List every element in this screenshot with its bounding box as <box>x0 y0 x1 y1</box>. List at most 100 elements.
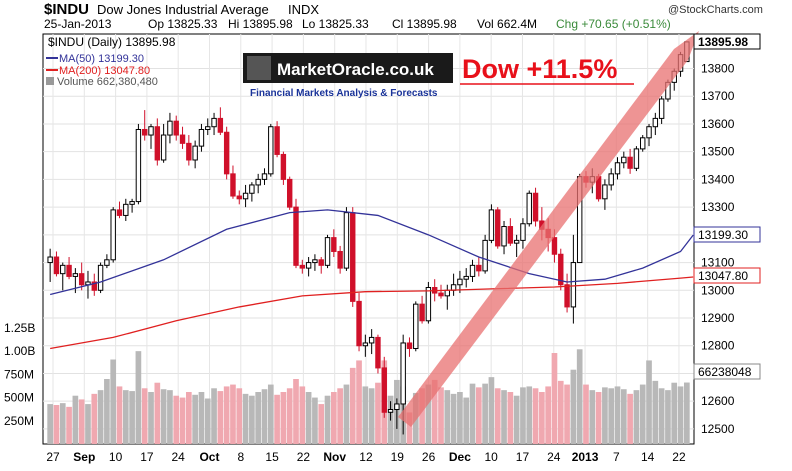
date-tick-label: Sep <box>73 450 95 464</box>
volume-bar <box>457 392 463 444</box>
price-tick-label: 13700 <box>701 89 735 103</box>
date-tick-label: 22 <box>297 450 311 464</box>
candle-body <box>324 237 331 266</box>
candle-body <box>482 239 488 272</box>
dow-gain-annotation: Dow +11.5% <box>462 54 617 84</box>
legend-ma50: MA(50) 13199.30 <box>59 53 144 65</box>
price-candles <box>47 41 690 435</box>
volume-bar <box>173 395 180 444</box>
candle-body <box>66 264 72 277</box>
candle-body <box>261 173 268 180</box>
volume-bar <box>513 395 520 444</box>
volume-bar <box>236 388 243 444</box>
legend-ma200: MA(200) 13047.80 <box>59 65 150 77</box>
date-tick-label: 10 <box>484 450 498 464</box>
volume-bar <box>312 397 318 444</box>
volume-bar <box>204 398 211 444</box>
volume-tick-label: 750M <box>4 367 34 381</box>
candle-body <box>236 195 242 200</box>
date-tick-label: 12 <box>359 450 373 464</box>
date-tick-label: 22 <box>672 450 686 464</box>
volume-bar <box>431 379 438 444</box>
price-tick-label: 13000 <box>701 283 735 297</box>
candle-body <box>129 201 135 205</box>
volume-bar <box>148 392 154 444</box>
volume-bar <box>589 390 596 444</box>
legend-price: $INDU (Daily) 13895.98 <box>48 35 176 49</box>
candle-body <box>123 203 129 216</box>
ma50-line <box>49 209 694 296</box>
volume-bar <box>129 391 135 444</box>
candle-body <box>72 273 79 277</box>
candle-body <box>520 223 526 241</box>
volume-bar <box>72 395 79 444</box>
candle-body <box>476 264 482 272</box>
volume-bar <box>324 395 331 444</box>
candle-body <box>526 192 532 225</box>
ma200-tag-value: 13047.80 <box>698 269 748 283</box>
candle-body <box>148 126 154 136</box>
candle-body <box>558 253 564 286</box>
volume-bar <box>305 392 312 444</box>
candle-body <box>280 153 287 180</box>
date-tick-label: 27 <box>46 450 60 464</box>
price-tick-label: 13400 <box>701 172 735 186</box>
volume-bar <box>627 393 633 444</box>
price-tag-value: 13895.98 <box>698 35 748 49</box>
candle-body <box>633 148 640 169</box>
volume-tick-label: 250M <box>4 414 34 428</box>
ma50-tag-box <box>693 226 761 243</box>
volume-bar <box>230 384 236 444</box>
quote-date: 25-Jan-2013 <box>44 17 112 31</box>
logo-title: MarketOracle.co.uk <box>277 60 434 79</box>
volume-bar <box>192 394 198 444</box>
candle-body <box>394 403 400 411</box>
date-tick-label: 17 <box>516 450 530 464</box>
volume-bar <box>211 388 217 444</box>
candle-body <box>337 250 343 269</box>
candle-body <box>135 128 142 203</box>
date-tick-label: 14 <box>641 450 655 464</box>
volume-bar <box>494 388 501 444</box>
volume-bar <box>217 391 224 444</box>
candle-body <box>343 212 350 269</box>
volume-bar <box>469 383 476 444</box>
candle-body <box>255 178 261 186</box>
candle-body <box>104 259 110 266</box>
volume-bar <box>608 388 615 444</box>
logo-figure <box>247 56 271 80</box>
candle-body <box>469 264 476 277</box>
volume-bar <box>286 388 293 444</box>
volume-bar <box>280 392 287 444</box>
candle-body <box>179 134 186 144</box>
price-tick-label: 13100 <box>701 256 735 270</box>
volume-bar <box>406 412 413 444</box>
price-tick-label: 12800 <box>701 339 735 353</box>
date-tick-label: 24 <box>172 450 186 464</box>
volume-bar <box>658 388 665 444</box>
volume-bar <box>551 353 558 444</box>
volume-bar <box>66 406 72 444</box>
volume-bar <box>368 388 375 444</box>
candle-body <box>375 336 381 369</box>
volume-axis: 1.25B 1.00B 750M 500M 250M <box>4 321 35 428</box>
volume-bar <box>59 403 66 444</box>
date-axis: 27 Sep 10 17 24 Oct 8 15 22 Nov 12 19 26 Dec 10 17 24 201… <box>46 450 686 464</box>
date-tick-label: 2013 <box>572 450 599 464</box>
volume-bar <box>564 384 570 444</box>
candle-body <box>413 303 419 350</box>
ma50-tag: 13199.30 <box>693 226 761 243</box>
volume-bar <box>438 387 444 444</box>
candle-body <box>60 264 66 275</box>
volume-bar <box>110 359 117 444</box>
volume-bar <box>116 386 123 444</box>
candle-body <box>362 342 369 347</box>
candle-body <box>387 409 394 413</box>
volume-bar <box>343 384 350 444</box>
candle-body <box>501 226 507 247</box>
volume-bar <box>255 392 262 444</box>
candle-body <box>513 239 520 244</box>
trend-arrow <box>398 31 699 427</box>
candle-body <box>97 264 104 291</box>
